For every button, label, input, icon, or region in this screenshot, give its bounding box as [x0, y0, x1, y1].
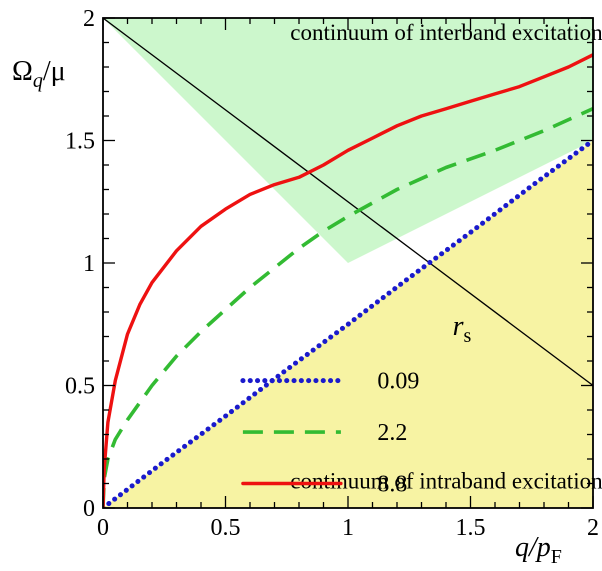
y-tick-label: 1 [83, 251, 95, 277]
legend-label-2.2: 2.2 [377, 420, 407, 446]
legend-title-main: r [453, 311, 464, 342]
region-label-intraband: continuum of intraband excitations [290, 468, 602, 493]
x-tick-label: 0.5 [211, 515, 241, 541]
y-axis-label-main: Ω [12, 56, 33, 87]
y-tick-label: 0 [83, 496, 95, 522]
y-axis-label: Ωq/μ [12, 56, 66, 92]
legend-label-8.8: 8.8 [377, 472, 407, 498]
y-axis-label-sub: q [33, 70, 43, 92]
legend-title-sub: s [464, 325, 472, 347]
x-tick-label: 1.5 [456, 515, 486, 541]
series-line-2.2 [103, 107, 593, 508]
region-interband [103, 18, 593, 263]
series-line-8.8 [103, 53, 593, 508]
continuum-regions [103, 18, 593, 508]
axis-ticks: 0 0.5 1 1.5 2 0 0.5 1 1.5 2 [65, 6, 599, 541]
guide-line-interband-edge [103, 18, 593, 387]
legend-title: rs [453, 311, 472, 347]
region-labels: continuum of interband excitations contin… [290, 20, 602, 493]
x-tick-label: 0 [97, 515, 109, 541]
series-layer [103, 53, 593, 508]
y-axis-label-tail: /μ [43, 56, 66, 87]
y-tick-label: 1.5 [65, 129, 95, 155]
x-axis-label-sub: F [551, 546, 562, 568]
legend-label-0.09: 0.09 [377, 369, 419, 395]
series-line-0.09 [103, 138, 593, 508]
region-label-interband: continuum of interband excitations [290, 20, 602, 45]
y-tick-label: 2 [83, 6, 95, 32]
x-axis-label: q/pF [515, 532, 562, 568]
legend: rs 0.09 2.2 8.8 [240, 311, 472, 498]
guide-lines [103, 18, 593, 387]
x-tick-label: 2 [587, 515, 599, 541]
y-tick-label: 0.5 [65, 374, 95, 400]
x-axis-label-main: q/p [515, 532, 551, 563]
x-tick-label: 1 [342, 515, 354, 541]
